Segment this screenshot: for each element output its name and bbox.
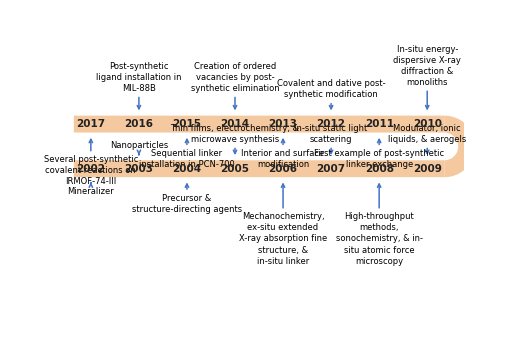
Text: 2015: 2015 [172,119,201,129]
Text: Thin films, electrochemistry, &
microwave synthesis: Thin films, electrochemistry, & microwav… [170,124,300,144]
Text: 2016: 2016 [124,119,153,129]
Text: 2009: 2009 [413,164,442,174]
Text: 2004: 2004 [172,164,202,174]
Text: Post-synthetic
ligand installation in
MIL-88B: Post-synthetic ligand installation in MI… [96,62,182,93]
Text: Mineralizer: Mineralizer [68,187,114,196]
Text: In-situ energy-
dispersive X-ray
diffraction &
monoliths: In-situ energy- dispersive X-ray diffrac… [393,45,461,87]
Text: 2008: 2008 [365,164,394,174]
Text: 2017: 2017 [76,119,105,129]
Text: 2012: 2012 [317,119,346,129]
Text: Mechanochemistry,
ex-situ extended
X-ray absorption fine
structure, &
in-situ li: Mechanochemistry, ex-situ extended X-ray… [239,212,327,266]
Text: Nanoparticles: Nanoparticles [110,141,168,150]
FancyBboxPatch shape [74,116,444,133]
Text: Several post-synthetic
covalent reactions on
IRMOF-74-III: Several post-synthetic covalent reaction… [44,155,138,186]
Text: 2002: 2002 [76,164,105,174]
Text: 2006: 2006 [268,164,298,174]
Text: 2003: 2003 [124,164,153,174]
Text: In-situ static light
scattering: In-situ static light scattering [295,124,368,144]
Text: 2011: 2011 [365,119,394,129]
Text: Interior and surface
modification: Interior and surface modification [241,149,325,169]
Text: Modulator, ionic
liquids, & aerogels: Modulator, ionic liquids, & aerogels [388,124,466,144]
Text: 2013: 2013 [268,119,298,129]
FancyBboxPatch shape [74,160,444,177]
Text: 2014: 2014 [220,119,250,129]
Text: First example of post-synthetic
linker exchange: First example of post-synthetic linker e… [314,149,444,169]
Text: 2007: 2007 [316,164,346,174]
Text: Creation of ordered
vacancies by post-
synthetic elimination: Creation of ordered vacancies by post- s… [191,62,279,93]
Text: Sequential linker
installation in PCN-700: Sequential linker installation in PCN-70… [139,149,235,169]
Text: 2010: 2010 [413,119,442,129]
Text: Covalent and dative post-
synthetic modification: Covalent and dative post- synthetic modi… [277,79,385,99]
Text: Precursor &
structure-directing agents: Precursor & structure-directing agents [132,194,242,213]
Text: High-throughput
methods,
sonochemistry, & in-
situ atomic force
microscopy: High-throughput methods, sonochemistry, … [335,212,423,266]
Text: 2005: 2005 [220,164,250,174]
PathPatch shape [444,116,475,177]
